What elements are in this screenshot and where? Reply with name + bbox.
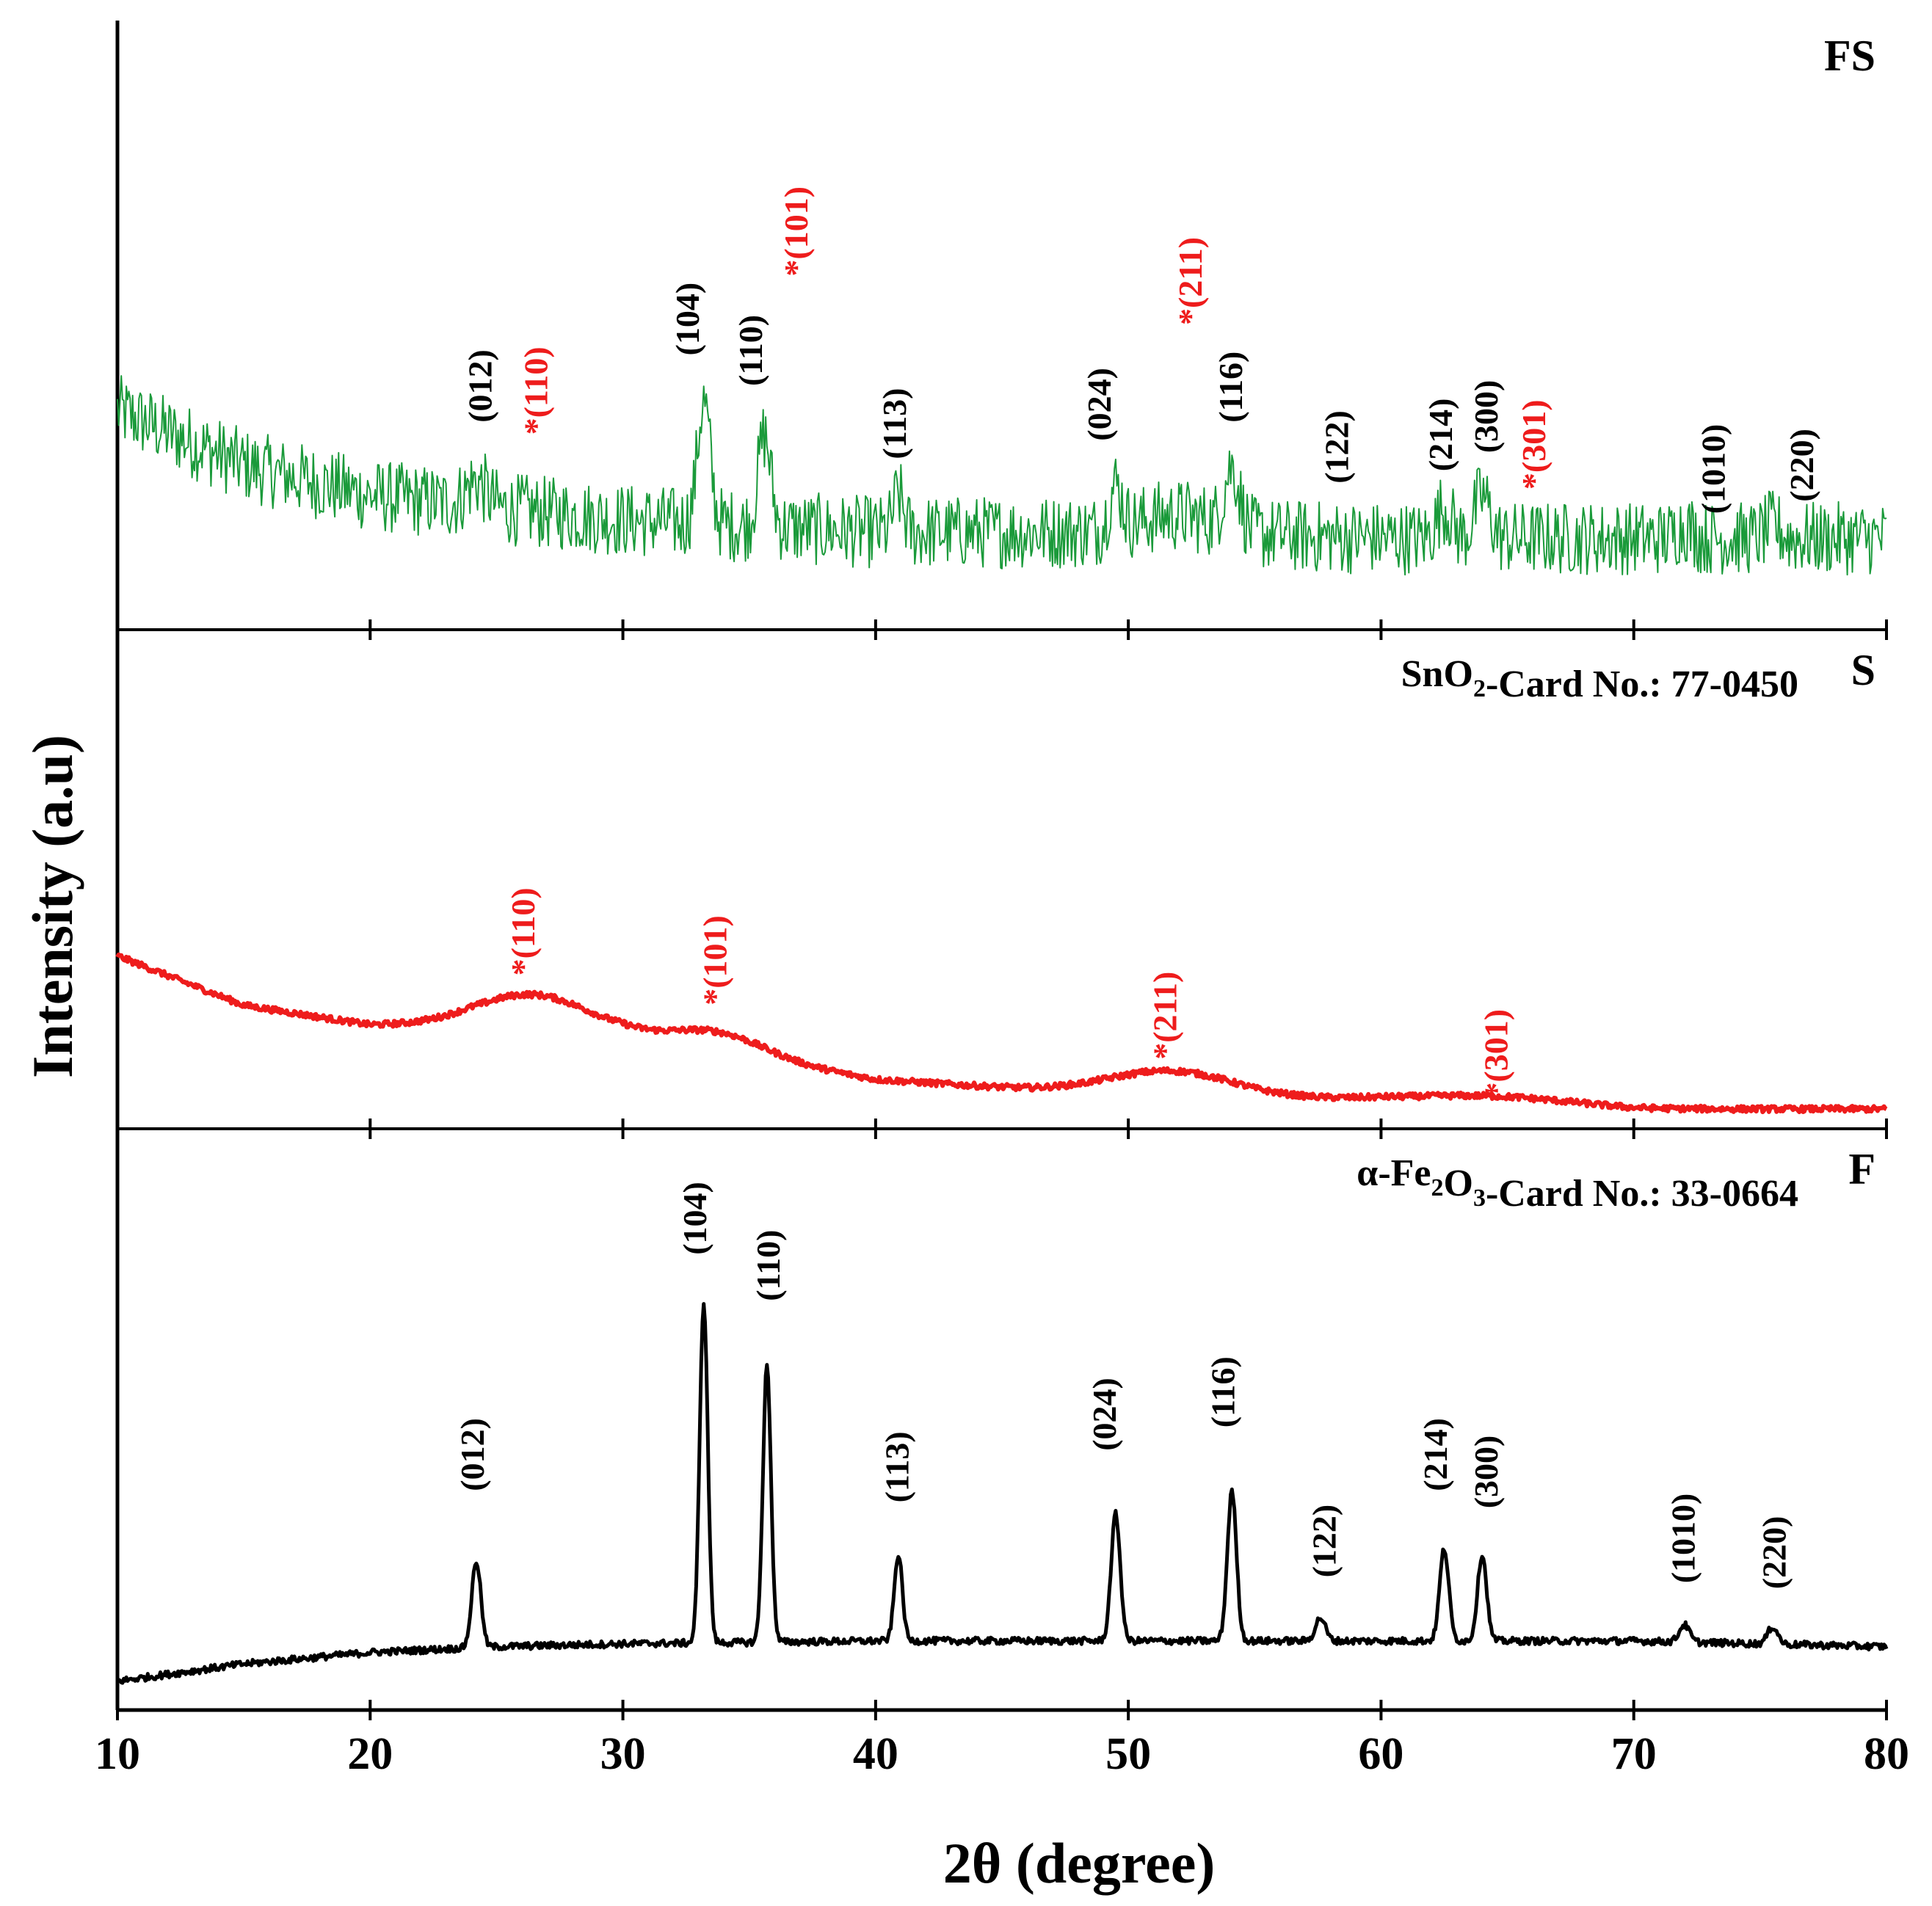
peak-label: (012) bbox=[462, 349, 499, 423]
x-tick-label: 70 bbox=[1611, 1729, 1657, 1779]
peak-label: (300) bbox=[1467, 1436, 1505, 1509]
y-axis-title: Intensity (a.u) bbox=[21, 735, 84, 1078]
peak-label: *(211) bbox=[1147, 972, 1184, 1060]
x-tick-label: 20 bbox=[347, 1729, 393, 1779]
peak-label: (113) bbox=[876, 388, 913, 459]
peak-label: (113) bbox=[879, 1431, 916, 1502]
peak-label: (110) bbox=[749, 1230, 787, 1301]
peak-label: *(301) bbox=[1515, 399, 1552, 490]
peak-label: (116) bbox=[1212, 352, 1249, 423]
peak-label: (024) bbox=[1081, 368, 1118, 441]
series-line-fs bbox=[117, 375, 1887, 576]
peak-label: (024) bbox=[1086, 1378, 1123, 1451]
x-tick-label: 60 bbox=[1358, 1729, 1403, 1779]
peak-label: *(110) bbox=[504, 887, 542, 975]
peak-label: *(101) bbox=[697, 915, 734, 1005]
peak-label: (1010) bbox=[1664, 1494, 1702, 1584]
peak-label: (214) bbox=[1417, 1418, 1454, 1491]
card-label: SnO2-Card No.: 77-0450 bbox=[1401, 653, 1798, 705]
series-line-f bbox=[117, 1302, 1889, 1685]
x-tick-label: 80 bbox=[1864, 1729, 1909, 1779]
x-ticks-group: 10 20 30 40 50 60 70 80 bbox=[95, 619, 1909, 1779]
peak-label: *(110) bbox=[517, 346, 554, 434]
peak-label: (300) bbox=[1467, 380, 1505, 454]
x-tick-label: 30 bbox=[600, 1729, 646, 1779]
x-tick-label: 40 bbox=[853, 1729, 898, 1779]
card-label: α-Fe2O3-Card No.: 33-0664 bbox=[1357, 1152, 1798, 1215]
chart-frame bbox=[115, 21, 1886, 1712]
x-tick-label: 50 bbox=[1105, 1729, 1151, 1779]
peak-label: (104) bbox=[669, 283, 706, 356]
peak-label: (116) bbox=[1205, 1356, 1242, 1427]
panel-tag-f: F bbox=[1848, 1145, 1875, 1193]
x-axis-title: 2θ (degree) bbox=[943, 1831, 1216, 1895]
peak-label: (122) bbox=[1306, 1505, 1343, 1578]
peak-label: (012) bbox=[454, 1418, 491, 1491]
peak-label: *(301) bbox=[1478, 1009, 1515, 1099]
peak-label: (214) bbox=[1422, 399, 1459, 472]
series-group bbox=[115, 375, 1889, 1685]
x-tick-label: 10 bbox=[95, 1729, 140, 1779]
panel-tag-fs: FS bbox=[1824, 32, 1875, 80]
peak-label: (220) bbox=[1755, 1516, 1793, 1590]
panel-tag-s: S bbox=[1851, 646, 1875, 694]
series-line-s bbox=[115, 952, 1888, 1115]
peak-label: *(101) bbox=[777, 186, 815, 277]
peak-label: (110) bbox=[732, 315, 769, 386]
peak-label: *(211) bbox=[1172, 237, 1209, 325]
peak-labels-group: FS(012)*(110)(104) (110)*(101)(113) (024)*… bbox=[454, 32, 1875, 1589]
peak-label: (122) bbox=[1318, 410, 1356, 484]
peak-label: (220) bbox=[1783, 429, 1820, 502]
peak-label: (1010) bbox=[1695, 424, 1732, 514]
peak-label: (104) bbox=[676, 1182, 713, 1255]
